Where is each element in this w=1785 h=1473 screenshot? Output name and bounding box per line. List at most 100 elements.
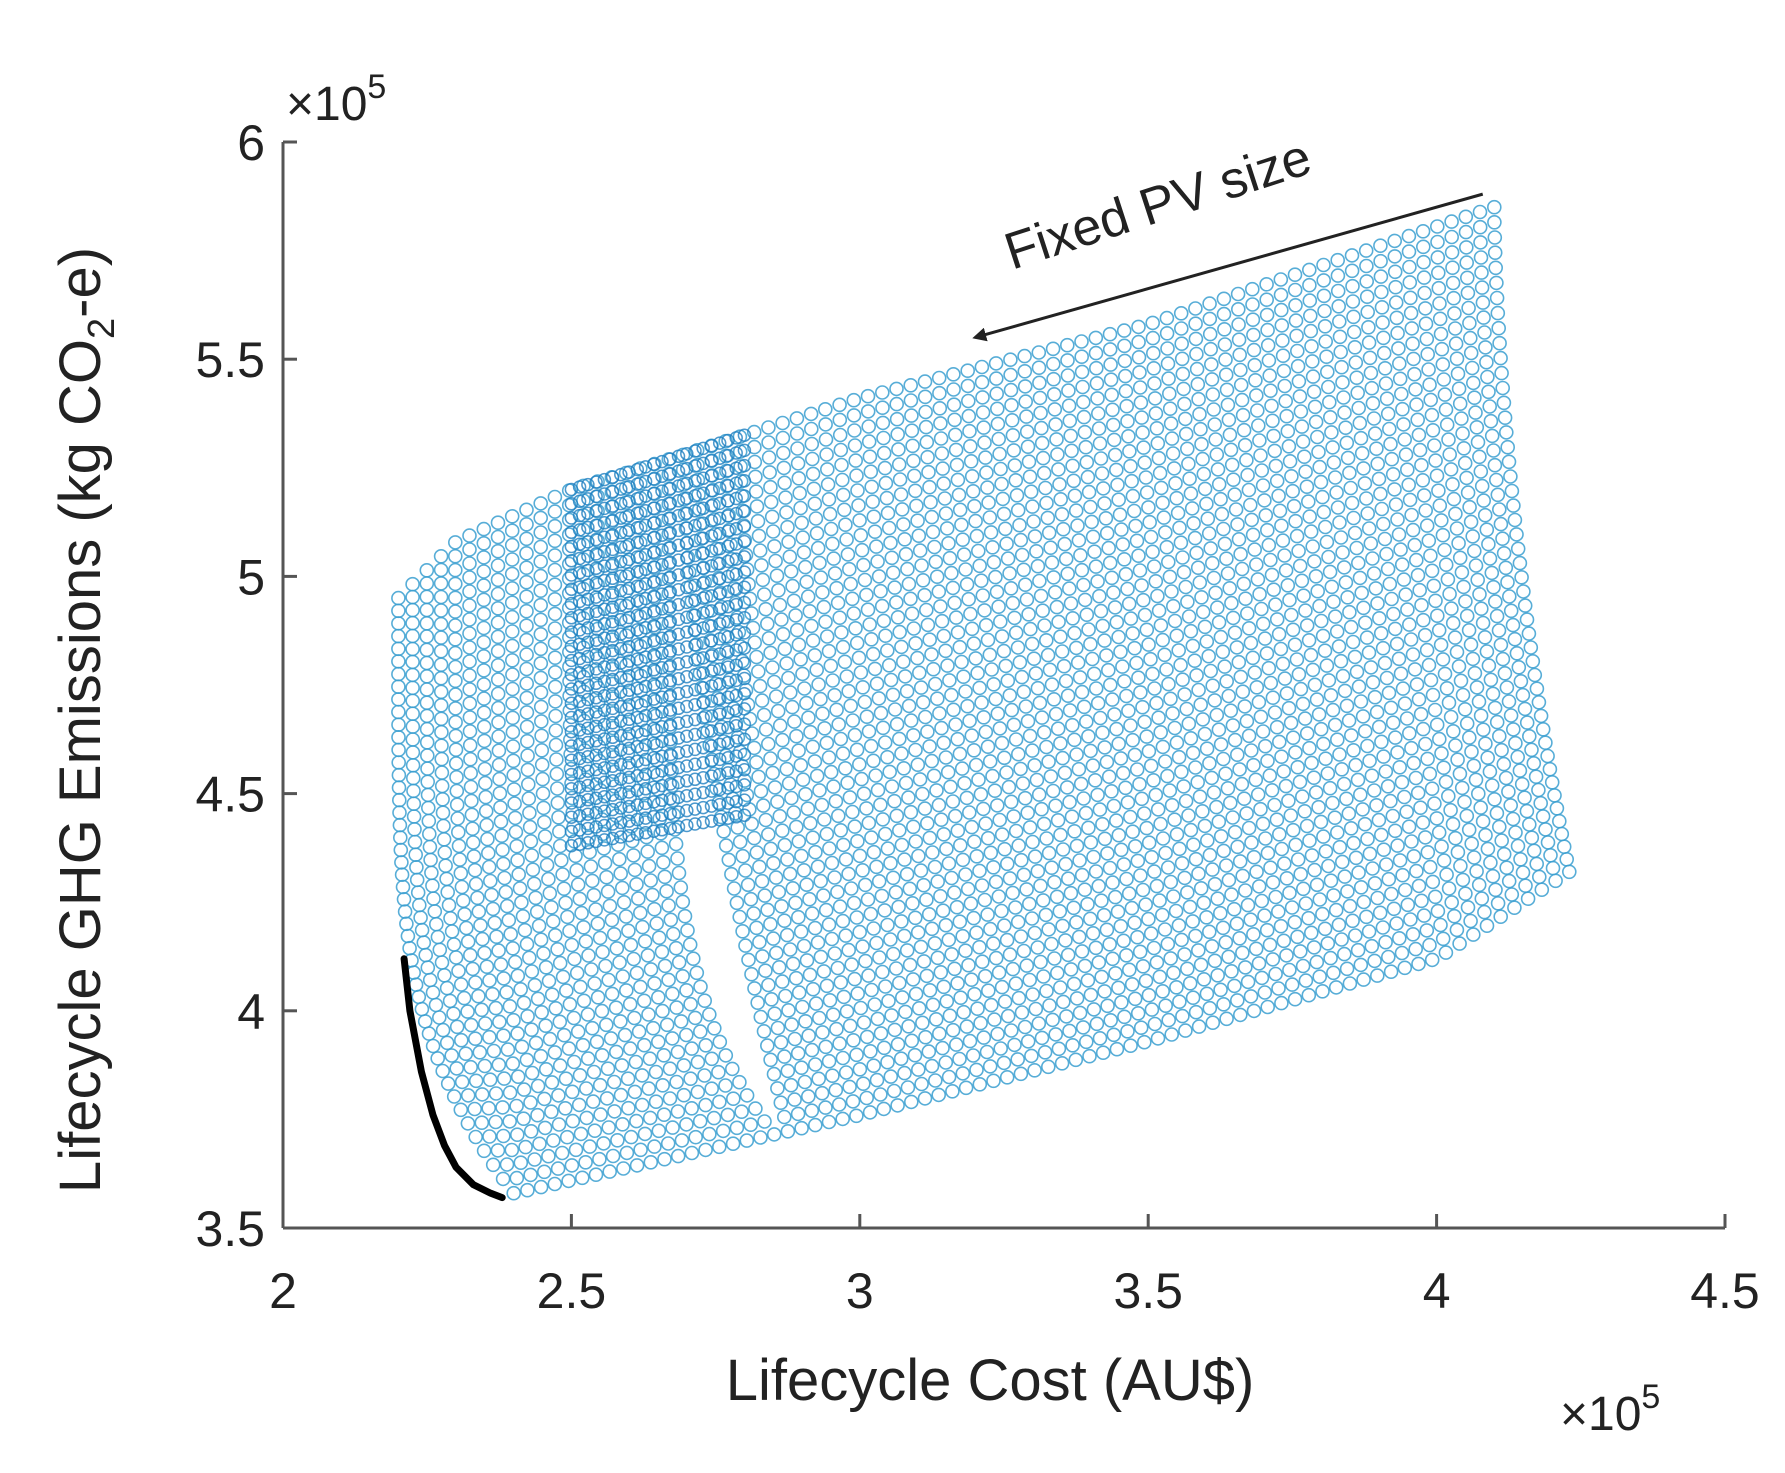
data-point xyxy=(1301,910,1316,926)
data-point xyxy=(712,496,727,511)
data-point xyxy=(929,691,945,707)
data-point xyxy=(847,727,863,743)
data-point xyxy=(1174,932,1189,948)
data-point xyxy=(1475,295,1491,310)
data-point xyxy=(1058,856,1073,872)
data-point xyxy=(755,949,770,964)
data-point xyxy=(1031,345,1047,360)
data-point xyxy=(422,972,438,988)
data-point xyxy=(712,466,727,481)
data-point xyxy=(448,659,463,675)
data-point xyxy=(1437,666,1453,682)
data-point xyxy=(1512,763,1528,778)
data-point xyxy=(597,789,612,804)
data-point xyxy=(1145,666,1160,682)
data-point xyxy=(792,485,808,501)
data-point xyxy=(1359,491,1374,506)
data-point xyxy=(1360,304,1375,320)
data-point xyxy=(1339,791,1354,807)
data-point xyxy=(1459,808,1475,824)
data-point xyxy=(584,873,600,889)
data-point xyxy=(845,713,861,728)
data-point xyxy=(590,989,606,1005)
data-point xyxy=(878,475,894,491)
data-point xyxy=(1422,859,1438,875)
data-point xyxy=(991,889,1007,904)
data-point xyxy=(1105,875,1120,890)
data-point xyxy=(1279,408,1294,424)
data-point xyxy=(630,739,645,754)
data-point xyxy=(704,1081,720,1096)
data-point xyxy=(960,378,976,394)
data-point xyxy=(1074,349,1089,365)
data-point xyxy=(622,770,636,785)
data-point xyxy=(622,552,636,567)
data-point xyxy=(1427,702,1443,718)
data-point xyxy=(785,956,801,972)
data-point xyxy=(405,706,421,722)
data-point xyxy=(900,561,915,577)
data-point xyxy=(819,735,835,751)
data-point xyxy=(721,599,735,614)
data-point xyxy=(1421,362,1436,377)
data-point xyxy=(1523,640,1539,655)
data-point xyxy=(1330,252,1345,268)
data-point xyxy=(630,608,645,623)
data-point xyxy=(951,487,967,503)
data-point xyxy=(966,742,982,758)
data-point xyxy=(1425,687,1441,703)
data-point xyxy=(1304,755,1319,771)
data-point xyxy=(1428,889,1443,905)
data-point xyxy=(692,1113,708,1129)
data-point xyxy=(1013,852,1029,868)
data-point xyxy=(614,612,628,627)
data-point xyxy=(1189,361,1205,377)
data-point xyxy=(1356,894,1372,910)
data-point xyxy=(1124,473,1139,489)
data-point xyxy=(1330,268,1346,283)
data-point xyxy=(1396,417,1411,432)
data-point xyxy=(472,1045,488,1060)
data-point xyxy=(748,484,764,499)
data-point xyxy=(1106,585,1121,600)
data-point xyxy=(1451,381,1467,397)
data-point xyxy=(1067,625,1082,641)
data-point xyxy=(1456,440,1472,456)
data-point xyxy=(460,934,476,949)
data-point xyxy=(391,729,406,745)
data-point xyxy=(1455,687,1471,703)
data-point xyxy=(630,462,645,477)
data-point xyxy=(1249,388,1264,403)
data-point xyxy=(729,658,743,672)
data-point xyxy=(932,400,948,416)
data-point xyxy=(1177,687,1192,702)
data-point xyxy=(558,983,574,998)
data-point xyxy=(411,897,427,913)
data-point xyxy=(1158,845,1173,861)
data-point xyxy=(561,644,577,660)
data-point xyxy=(1261,353,1277,368)
data-point xyxy=(572,1068,588,1083)
data-point xyxy=(1188,301,1203,316)
data-point xyxy=(423,852,438,868)
data-point xyxy=(671,494,686,508)
data-point xyxy=(1521,626,1537,641)
data-point xyxy=(448,714,463,730)
data-point xyxy=(732,909,748,925)
data-point xyxy=(572,537,587,551)
data-point xyxy=(741,576,756,592)
data-point xyxy=(1272,503,1288,519)
data-point xyxy=(782,942,798,957)
data-point xyxy=(1255,478,1271,493)
data-point xyxy=(547,621,563,636)
data-point xyxy=(1063,596,1079,611)
data-point xyxy=(788,819,804,835)
data-point xyxy=(1076,394,1091,410)
data-point xyxy=(1443,462,1459,477)
data-point xyxy=(1367,689,1383,705)
data-point xyxy=(1427,438,1442,453)
data-point xyxy=(628,1054,644,1070)
data-point xyxy=(791,470,807,486)
data-point xyxy=(655,705,669,719)
data-point xyxy=(564,796,579,810)
